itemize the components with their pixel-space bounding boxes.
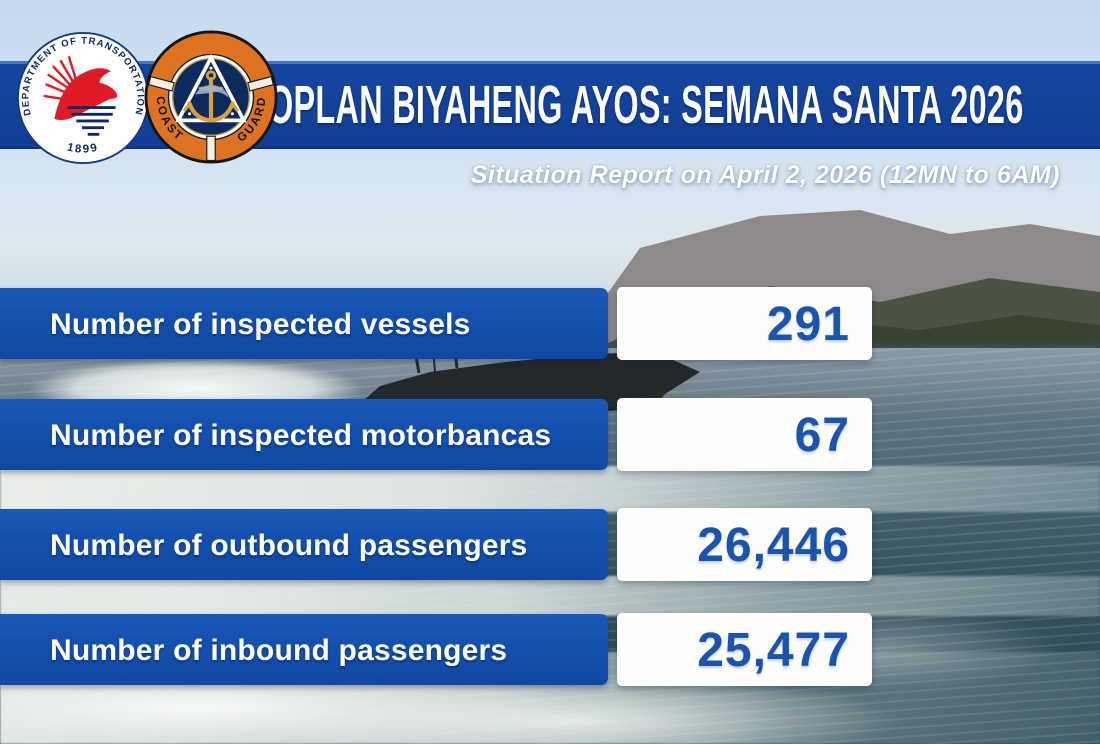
pcg-ring-dividers bbox=[147, 75, 275, 162]
stat-value: 25,477 bbox=[697, 624, 850, 677]
stat-value-box: 26,446 bbox=[617, 508, 872, 581]
stat-label: Number of inspected vessels bbox=[50, 308, 471, 341]
stat-row-outbound-passengers: Number of outbound passengers 26,446 bbox=[0, 508, 1100, 581]
stat-row-inbound-passengers: Number of inbound passengers 25,477 bbox=[0, 613, 1100, 686]
stat-row-inspected-vessels: Number of inspected vessels 291 bbox=[0, 287, 1100, 360]
stat-label-bar: Number of inspected motorbancas bbox=[0, 399, 608, 470]
stat-row-inspected-motorbancas: Number of inspected motorbancas 67 bbox=[0, 398, 1100, 471]
stat-label-bar: Number of outbound passengers bbox=[0, 509, 608, 580]
stat-label: Number of outbound passengers bbox=[50, 529, 528, 562]
stat-value: 67 bbox=[794, 409, 850, 462]
dotr-year-text: 1899 bbox=[66, 141, 98, 155]
stat-value-box: 291 bbox=[617, 287, 872, 360]
stat-value-box: 67 bbox=[617, 398, 872, 471]
stat-label: Number of inspected motorbancas bbox=[50, 419, 552, 452]
pcg-logo: PHILIPPINE COAST GUARD bbox=[144, 30, 278, 164]
svg-text:1899: 1899 bbox=[66, 141, 100, 155]
page-title: OPLAN BIYAHENG AYOS: SEMANA SANTA 2026 bbox=[268, 75, 1024, 135]
dotr-logo: DEPARTMENT OF TRANSPORTATION 1899 bbox=[16, 31, 150, 165]
stat-label-bar: Number of inbound passengers bbox=[0, 614, 608, 685]
stat-label: Number of inbound passengers bbox=[50, 634, 508, 667]
dotr-emblem bbox=[43, 54, 118, 136]
stat-label-bar: Number of inspected vessels bbox=[0, 288, 608, 359]
report-subtitle: Situation Report on April 2, 2026 (12MN … bbox=[470, 161, 1060, 189]
stat-value: 291 bbox=[766, 298, 850, 351]
pcg-triangle-anchor bbox=[175, 53, 247, 123]
stat-value-box: 25,477 bbox=[617, 613, 872, 686]
stat-value: 26,446 bbox=[697, 519, 850, 572]
